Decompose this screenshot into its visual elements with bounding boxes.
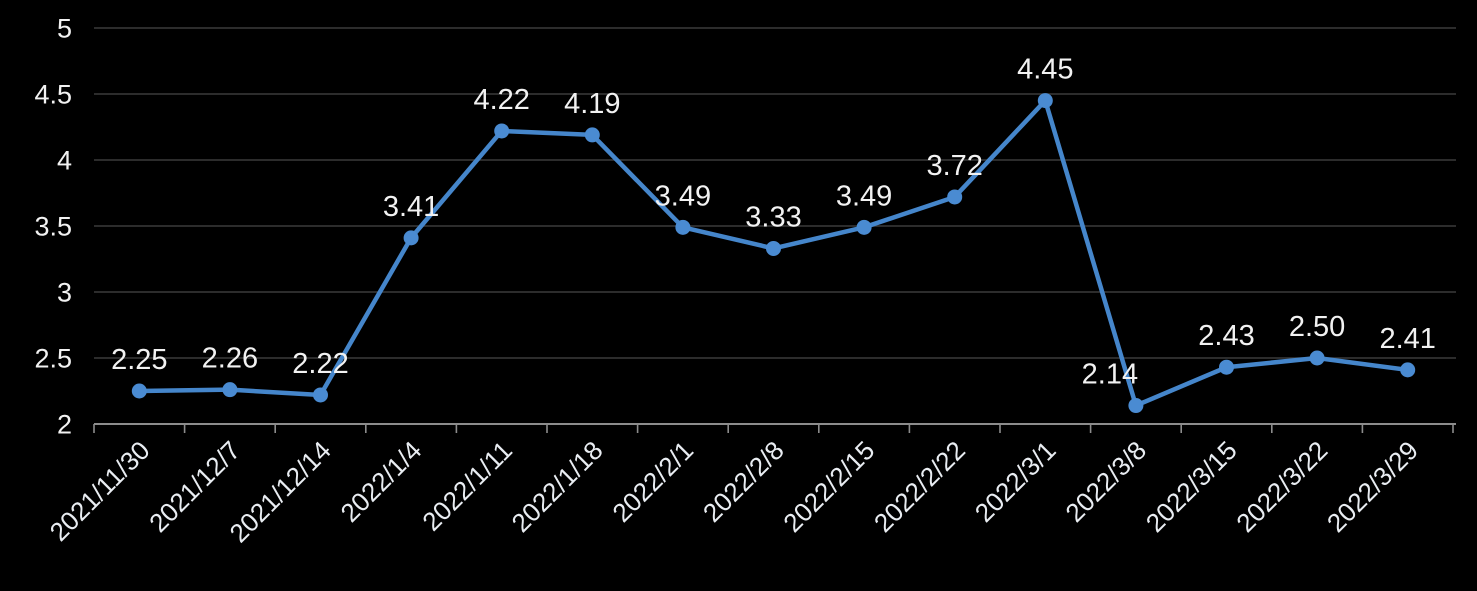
x-tick-label: 2021/11/30 — [44, 435, 156, 547]
data-label: 2.14 — [1082, 359, 1138, 391]
y-tick-label: 4.5 — [34, 79, 72, 109]
y-tick-label: 5 — [57, 13, 72, 43]
data-label: 4.19 — [564, 88, 620, 120]
data-label: 3.49 — [655, 180, 711, 212]
data-point-marker — [1037, 93, 1053, 109]
x-tick-label: 2022/3/15 — [1140, 435, 1243, 538]
x-tick-label: 2022/2/1 — [606, 435, 699, 528]
data-point-marker — [313, 387, 328, 403]
x-tick-label: 2022/2/22 — [868, 435, 971, 538]
data-point-marker — [584, 127, 600, 143]
data-point-marker — [403, 230, 419, 246]
y-tick-label: 2.5 — [34, 343, 72, 373]
data-label: 3.41 — [383, 191, 439, 223]
data-label: 3.72 — [926, 150, 982, 182]
data-label: 2.50 — [1289, 311, 1345, 343]
y-tick-label: 3 — [57, 277, 72, 307]
data-label: 2.41 — [1379, 323, 1435, 355]
data-point-marker — [856, 219, 872, 235]
y-tick-label: 2 — [57, 409, 72, 439]
data-label: 2.22 — [292, 348, 348, 380]
data-label: 2.26 — [202, 343, 258, 375]
data-point-marker — [1128, 398, 1144, 414]
data-label: 2.25 — [111, 344, 167, 376]
data-label: 4.45 — [1017, 54, 1073, 86]
data-label: 2.43 — [1198, 320, 1254, 352]
data-point-marker — [1219, 359, 1234, 375]
y-tick-label: 3.5 — [34, 211, 72, 241]
x-tick-label: 2022/1/11 — [416, 435, 518, 537]
data-label: 4.22 — [473, 84, 529, 116]
y-tick-label: 4 — [57, 145, 72, 175]
data-label: 3.49 — [836, 180, 892, 212]
x-tick-label: 2022/2/15 — [777, 435, 880, 538]
x-tick-label: 2022/3/1 — [969, 435, 1062, 528]
data-point-marker — [494, 123, 510, 139]
x-tick-label: 2022/3/29 — [1321, 435, 1424, 538]
data-point-marker — [1309, 350, 1325, 366]
data-point-marker — [947, 189, 963, 205]
data-point-marker — [766, 240, 781, 256]
x-tick-label: 2022/1/18 — [506, 435, 609, 538]
data-point-marker — [675, 219, 691, 235]
x-tick-label: 2022/3/22 — [1230, 435, 1333, 538]
data-point-marker — [1400, 362, 1416, 378]
data-label: 3.33 — [745, 201, 801, 233]
x-tick-label: 2022/3/8 — [1059, 435, 1152, 528]
x-tick-label: 2022/1/4 — [335, 435, 428, 528]
x-tick-label: 2022/2/8 — [697, 435, 790, 528]
data-point-marker — [131, 383, 147, 399]
data-point-marker — [222, 382, 238, 398]
